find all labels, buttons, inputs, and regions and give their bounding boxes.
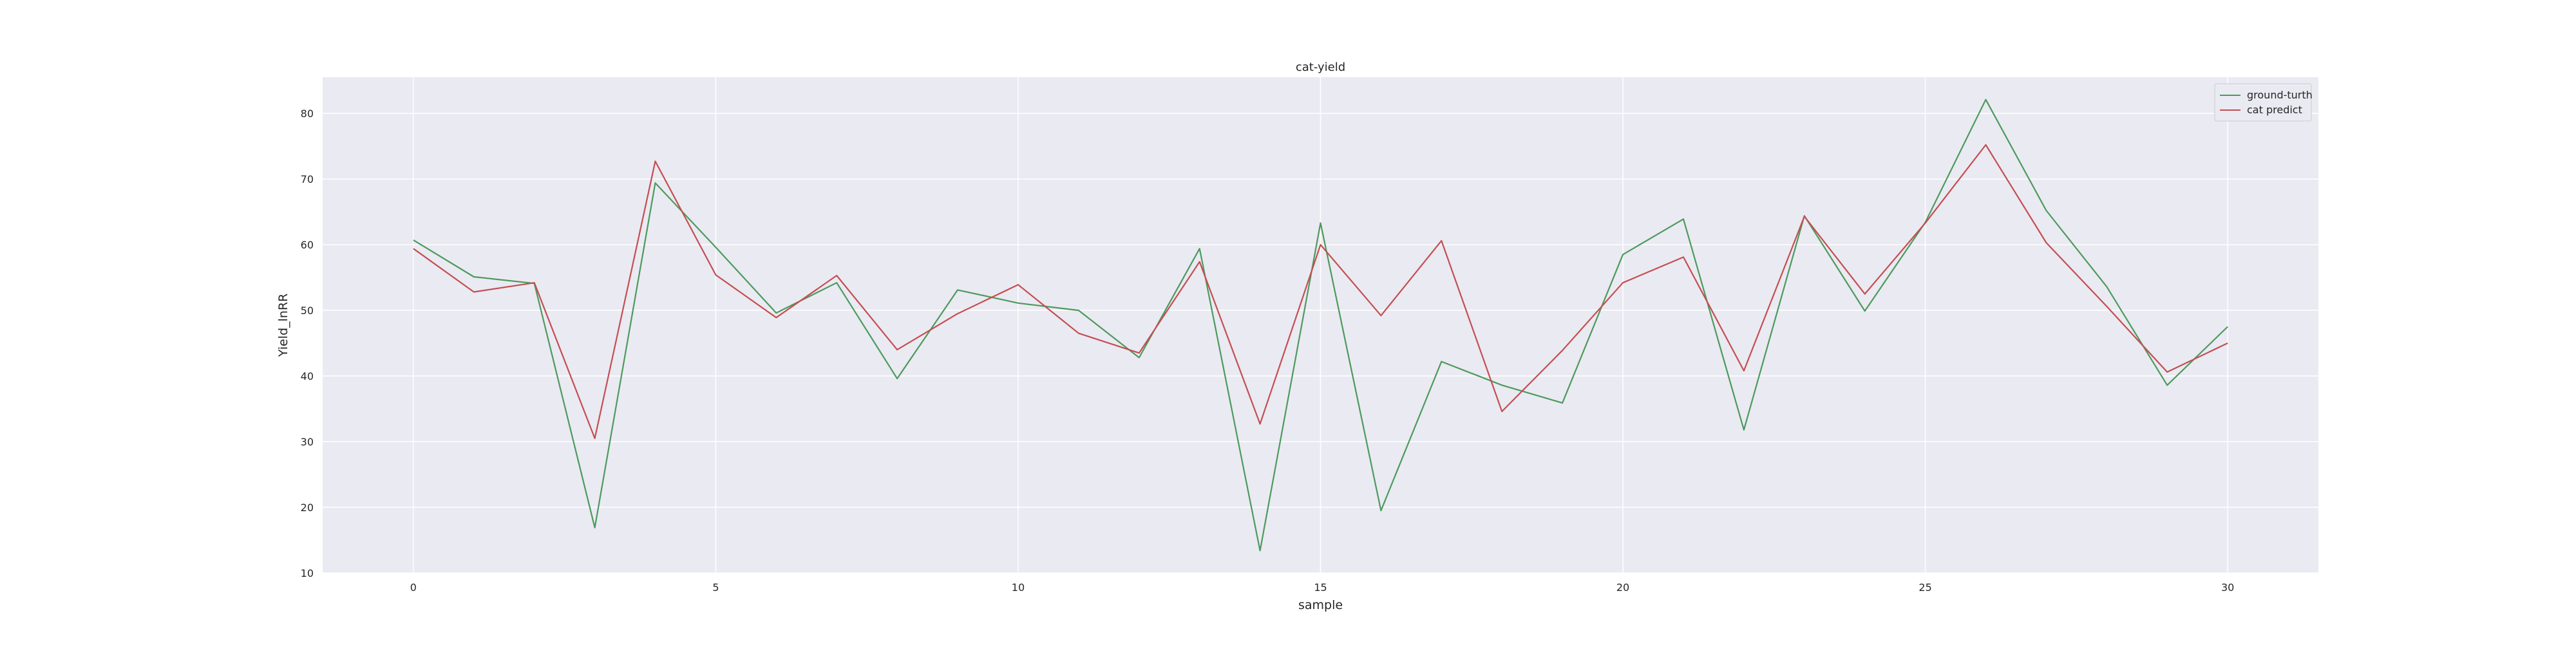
y-tick-label: 50 <box>301 305 314 317</box>
y-axis-label: Yield_lnRR <box>276 294 290 357</box>
x-tick-label: 10 <box>1012 581 1025 594</box>
x-axis-label: sample <box>1298 598 1343 612</box>
x-tick-label: 0 <box>410 581 417 594</box>
x-tick-label: 30 <box>2221 581 2234 594</box>
y-tick-label: 40 <box>301 370 314 382</box>
x-tick-label: 25 <box>1918 581 1931 594</box>
x-tick-label: 20 <box>1616 581 1629 594</box>
y-tick-label: 30 <box>301 436 314 448</box>
series-line-cat-predict <box>413 144 2228 440</box>
legend: ground-turth cat predict <box>2214 83 2313 122</box>
y-tick-label: 80 <box>301 108 314 120</box>
y-tick-label: 10 <box>301 567 314 579</box>
legend-label-cat-predict: cat predict <box>2247 104 2302 116</box>
y-tick-label: 20 <box>301 502 314 514</box>
y-tick-label: 70 <box>301 173 314 185</box>
tick-labels: 0 5 10 15 20 25 30 10 20 30 40 50 60 70 80 <box>301 108 2235 594</box>
legend-label-ground-turth: ground-turth <box>2247 89 2313 101</box>
grid <box>323 77 2318 574</box>
legend-box <box>2214 83 2312 122</box>
chart-title: cat-yield <box>1296 61 1345 74</box>
series-layer <box>413 98 2228 552</box>
x-tick-label: 15 <box>1314 581 1327 594</box>
x-tick-label: 5 <box>712 581 719 594</box>
y-tick-label: 60 <box>301 239 314 251</box>
